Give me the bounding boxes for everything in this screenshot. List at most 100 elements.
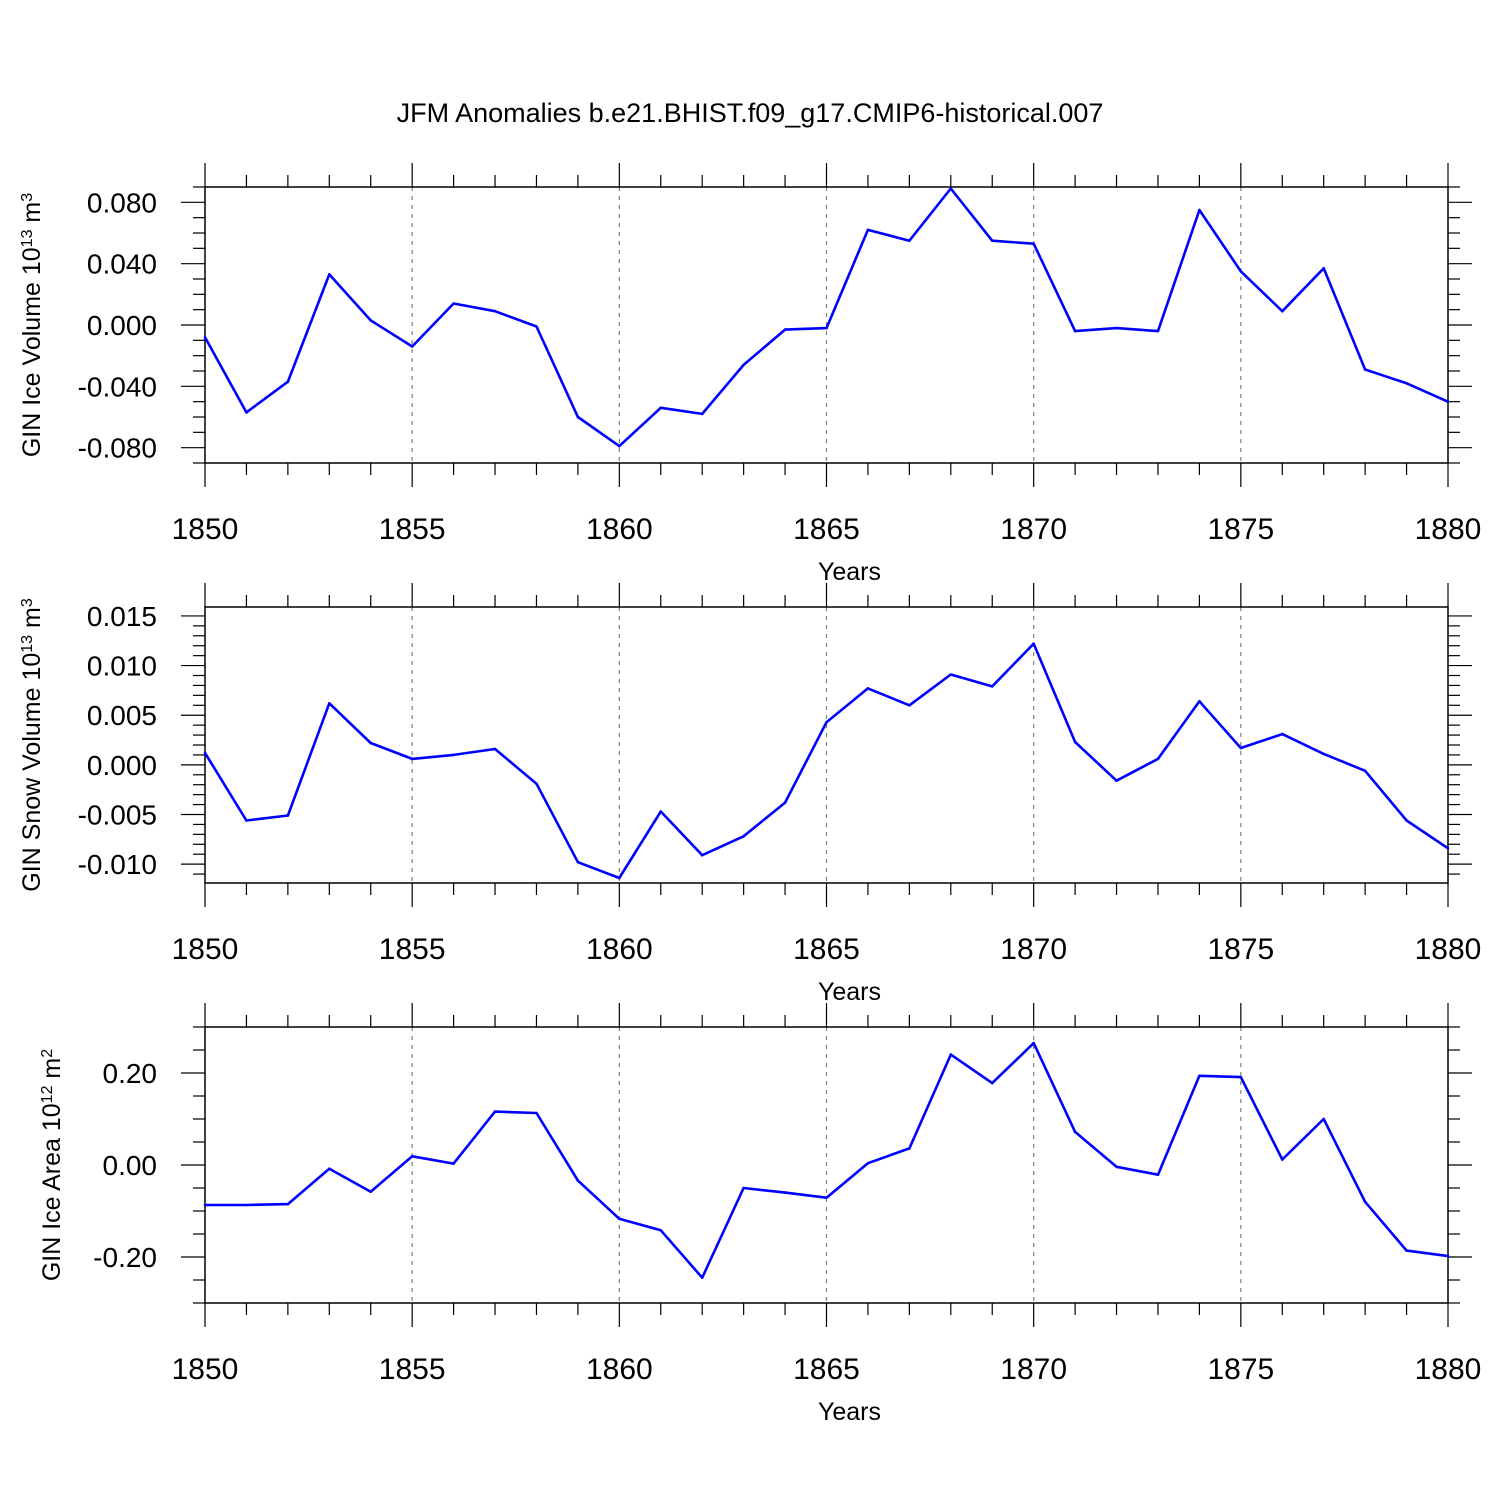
x-tick-label: 1855 — [379, 513, 446, 546]
data-point — [1073, 740, 1077, 744]
data-point — [618, 876, 621, 880]
x-tick-label: 1875 — [1207, 1353, 1274, 1386]
data-point — [825, 326, 828, 330]
data-point — [1198, 700, 1201, 703]
data-point — [659, 1229, 663, 1232]
data-point — [1322, 1117, 1325, 1121]
y-label-exponent: 13 — [19, 229, 36, 247]
data-point — [1280, 732, 1284, 736]
y-label-base: GIN Ice Area 10 — [38, 1103, 66, 1281]
data-point — [1280, 1158, 1284, 1161]
x-tick-label: 1860 — [586, 513, 653, 546]
y-label-base: GIN Snow Volume 10 — [18, 653, 46, 892]
x-tick-label: 1865 — [793, 1353, 860, 1386]
y-tick-label: -0.040 — [78, 371, 157, 402]
data-point — [576, 1179, 580, 1182]
y-label-unit-exponent: 3 — [19, 193, 36, 202]
y-tick-label: 0.015 — [87, 601, 157, 632]
y-label-unit-exponent: 3 — [19, 598, 36, 607]
data-point — [866, 687, 870, 690]
data-point — [410, 345, 414, 348]
data-point — [1405, 819, 1408, 822]
data-point — [825, 720, 828, 724]
x-axis-label: Years — [818, 558, 881, 586]
data-point — [452, 1162, 455, 1165]
data-point — [1115, 326, 1118, 330]
data-point — [742, 363, 745, 367]
data-point — [700, 853, 704, 857]
y-tick-label: 0.20 — [103, 1058, 158, 1089]
data-point — [245, 411, 248, 414]
x-tick-label: 1875 — [1207, 513, 1274, 546]
data-point — [328, 702, 331, 705]
x-tick-label: 1870 — [1000, 513, 1067, 546]
x-axis-label: Years — [818, 1398, 881, 1426]
data-point — [1239, 746, 1243, 750]
y-axis-label: GIN Ice Area 1012 m2 — [38, 1049, 66, 1281]
data-point — [1280, 309, 1284, 313]
data-point — [1405, 1249, 1408, 1252]
data-point — [1446, 846, 1450, 850]
data-point — [949, 673, 953, 676]
data-point — [866, 1161, 870, 1165]
y-tick-label: 0.000 — [87, 750, 157, 781]
data-point — [1032, 1041, 1035, 1045]
data-point — [783, 328, 787, 331]
y-axis-label: GIN Ice Volume 1013 m3 — [18, 193, 46, 457]
y-tick-label: 0.000 — [87, 310, 157, 341]
y-tick-label: 0.010 — [87, 651, 157, 682]
x-tick-label: 1850 — [172, 933, 239, 966]
data-point — [1156, 329, 1160, 333]
y-label-unit-exponent: 2 — [39, 1049, 56, 1058]
series-line — [205, 1041, 1449, 1279]
panel-ice-volume: -0.080 -0.040 0.000 0.040 0.080 1850 1855 1860 1… — [18, 163, 1481, 586]
y-tick-label: 0.080 — [87, 187, 157, 218]
y-label-base: GIN Ice Volume 10 — [18, 247, 46, 457]
data-point — [1073, 1130, 1077, 1134]
data-point — [990, 239, 994, 242]
data-point — [1363, 1200, 1367, 1204]
data-point — [1239, 1075, 1243, 1079]
data-point — [866, 228, 870, 232]
y-tick-label: 0.00 — [103, 1150, 158, 1181]
data-point — [1363, 769, 1367, 773]
y-label-unit: m — [18, 607, 46, 635]
data-point — [1446, 400, 1450, 403]
data-point — [369, 319, 373, 322]
data-point — [1115, 1165, 1118, 1169]
data-point — [1115, 779, 1118, 783]
x-tick-label: 1860 — [586, 1353, 653, 1386]
data-point — [328, 273, 331, 276]
data-point — [452, 753, 455, 757]
data-point — [369, 741, 373, 745]
data-point — [493, 309, 497, 313]
data-point — [1322, 752, 1325, 756]
data-point — [1032, 242, 1035, 246]
data-point — [990, 1081, 994, 1085]
data-point — [203, 335, 207, 339]
data-point — [618, 1217, 621, 1221]
data-point — [700, 1276, 704, 1279]
data-point — [576, 415, 580, 419]
data-point — [1073, 329, 1077, 333]
y-tick-label: -0.20 — [93, 1242, 157, 1273]
y-axis-label: GIN Snow Volume 1013 m3 — [18, 598, 46, 892]
data-point — [825, 1196, 828, 1199]
x-tick-label: 1855 — [379, 1353, 446, 1386]
x-tick-label: 1850 — [172, 513, 239, 546]
data-point — [286, 380, 290, 384]
data-point — [700, 412, 704, 416]
data-point — [908, 239, 911, 242]
data-point — [535, 782, 538, 786]
y-tick-label: -0.005 — [78, 799, 157, 830]
data-point — [1239, 270, 1243, 273]
x-tick-label: 1870 — [1000, 933, 1067, 966]
data-point — [949, 1053, 953, 1056]
series-line — [203, 187, 1449, 448]
x-tick-label: 1880 — [1415, 513, 1482, 546]
y-tick-label: -0.010 — [78, 849, 157, 880]
data-point — [535, 325, 538, 328]
data-point — [908, 703, 911, 707]
data-point — [410, 757, 414, 761]
